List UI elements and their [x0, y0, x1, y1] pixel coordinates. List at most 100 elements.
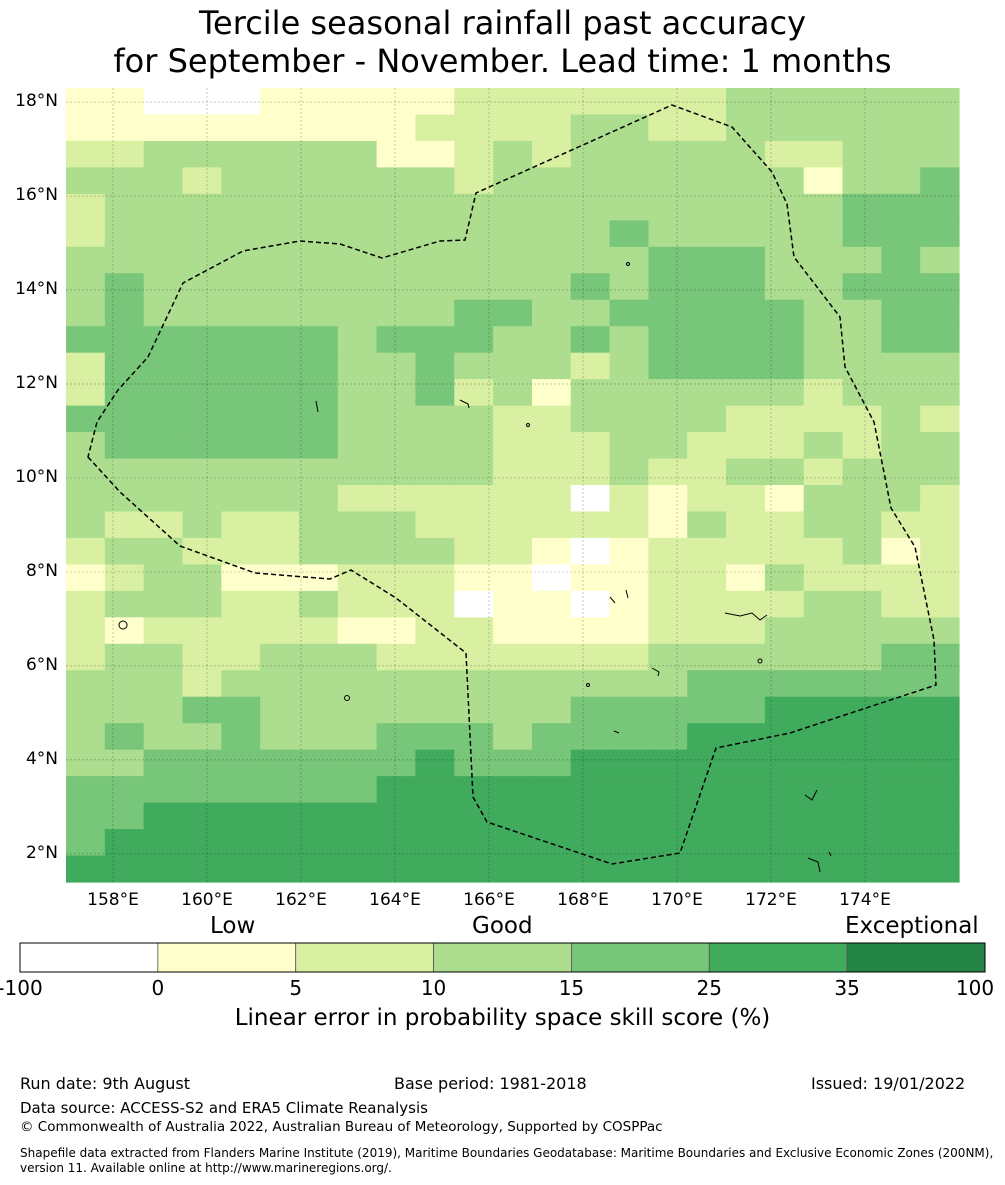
skill-cell — [570, 485, 611, 513]
colorbar-swatch — [571, 942, 710, 973]
latitude-label: 18°N — [15, 91, 58, 112]
skill-cell — [687, 273, 727, 301]
skill-cell — [920, 405, 960, 433]
skill-cell — [764, 352, 805, 380]
skill-cell — [648, 617, 688, 645]
skill-cell — [493, 140, 533, 168]
skill-cell — [454, 220, 494, 248]
skill-cell — [143, 193, 184, 221]
latitude-label: 10°N — [15, 466, 58, 487]
skill-cell — [376, 855, 417, 883]
skill-cell — [66, 829, 106, 857]
skill-cell — [415, 352, 455, 380]
skill-cell — [803, 511, 844, 539]
skill-cell — [764, 749, 805, 777]
skill-cell — [260, 379, 300, 407]
skill-cell — [920, 379, 960, 407]
skill-cell — [493, 379, 533, 407]
copyright-notice: © Commonwealth of Australia 2022, Austra… — [20, 1119, 663, 1135]
skill-cell — [66, 802, 106, 830]
skill-cell — [609, 776, 649, 804]
skill-cell — [221, 273, 261, 301]
skill-cell — [221, 405, 261, 433]
longitude-label: 174°E — [839, 890, 891, 910]
skill-cell — [609, 326, 649, 354]
skill-cell — [570, 802, 611, 830]
skill-cell — [881, 511, 921, 539]
skill-cell — [298, 458, 339, 486]
skill-cell — [531, 617, 572, 645]
skill-cell — [803, 776, 844, 804]
skill-cell — [842, 299, 882, 327]
skill-cell — [764, 140, 805, 168]
skill-cell — [221, 458, 261, 486]
skill-cell — [454, 511, 494, 539]
skill-grid — [66, 88, 960, 883]
skill-cell — [415, 88, 455, 116]
skill-cell — [570, 326, 611, 354]
skill-cell — [415, 326, 455, 354]
skill-cell — [260, 485, 300, 513]
skill-cell — [376, 140, 417, 168]
skill-cell — [648, 511, 688, 539]
skill-cell — [143, 299, 184, 327]
skill-cell — [687, 167, 727, 195]
skill-cell — [687, 617, 727, 645]
skill-cell — [726, 723, 766, 751]
skill-cell — [298, 379, 339, 407]
skill-cell — [182, 485, 222, 513]
skill-cell — [182, 749, 222, 777]
skill-cell — [803, 564, 844, 592]
skill-cell — [726, 670, 766, 698]
skill-cell — [298, 167, 339, 195]
skill-cell — [726, 379, 766, 407]
skill-cell — [726, 405, 766, 433]
skill-cell — [221, 617, 261, 645]
skill-cell — [415, 167, 455, 195]
skill-cell — [531, 352, 572, 380]
skill-cell — [415, 458, 455, 486]
skill-cell — [648, 432, 688, 460]
skill-cell — [66, 696, 106, 724]
skill-cell — [182, 458, 222, 486]
skill-cell — [221, 114, 261, 142]
skill-cell — [687, 855, 727, 883]
colorbar-swatch — [433, 942, 572, 973]
skill-cell — [920, 485, 960, 513]
skill-cell — [531, 511, 572, 539]
skill-cell — [260, 352, 300, 380]
skill-cell — [337, 405, 378, 433]
skill-cell — [687, 537, 727, 565]
skill-cell — [920, 352, 960, 380]
skill-cell — [687, 723, 727, 751]
skill-cell — [182, 326, 222, 354]
skill-cell — [920, 643, 960, 671]
skill-cell — [531, 220, 572, 248]
skill-cell — [609, 749, 649, 777]
skill-cell — [648, 485, 688, 513]
skill-cell — [66, 220, 106, 248]
skill-cell — [66, 273, 106, 301]
skill-cell — [182, 379, 222, 407]
skill-cell — [570, 432, 611, 460]
skill-cell — [726, 273, 766, 301]
skill-cell — [803, 723, 844, 751]
skill-cell — [298, 193, 339, 221]
base-period: Base period: 1981-2018 — [394, 1074, 587, 1093]
skill-cell — [376, 617, 417, 645]
skill-cell — [454, 379, 494, 407]
skill-cell — [454, 114, 494, 142]
skill-cell — [337, 590, 378, 618]
skill-cell — [764, 458, 805, 486]
skill-cell — [531, 670, 572, 698]
skill-cell — [260, 432, 300, 460]
skill-cell — [648, 114, 688, 142]
skill-cell — [260, 220, 300, 248]
skill-cell — [493, 352, 533, 380]
skill-cell — [66, 670, 106, 698]
skill-cell — [182, 776, 222, 804]
skill-cell — [570, 352, 611, 380]
colorbar-tick-label: 0 — [151, 976, 165, 1000]
skill-cell — [143, 855, 184, 883]
